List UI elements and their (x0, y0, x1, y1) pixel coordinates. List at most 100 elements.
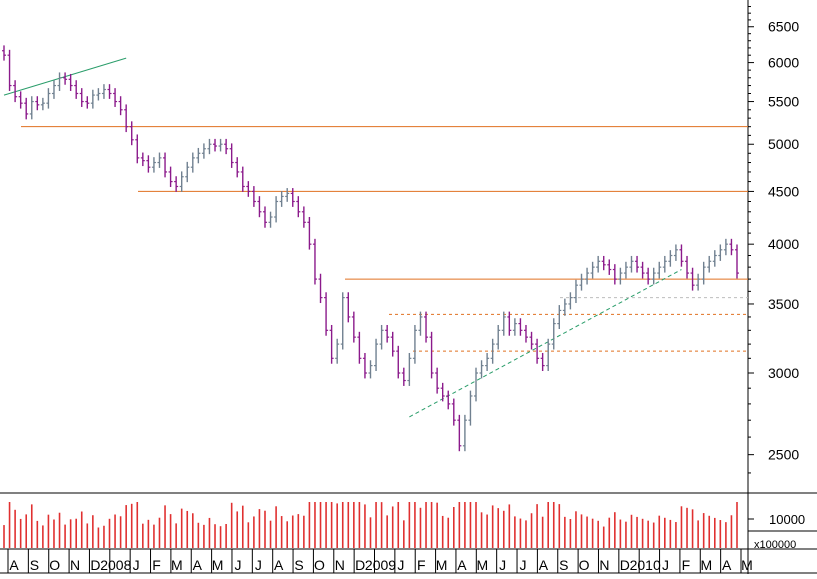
price-bar (196, 147, 201, 164)
month-label: J (662, 557, 669, 573)
price-bar (90, 89, 95, 109)
price-bar (512, 318, 517, 336)
price-bar (63, 72, 68, 85)
price-bar (201, 143, 206, 159)
price-bar (568, 292, 573, 310)
price-bar (29, 96, 34, 120)
price-bar (157, 152, 162, 168)
price-bar (257, 196, 262, 218)
price-bar (318, 273, 323, 304)
price-bar (496, 324, 501, 350)
price-bar (290, 188, 295, 207)
price-bar (396, 345, 401, 379)
price-bar (390, 331, 395, 357)
month-label: A (457, 557, 467, 573)
guide-lines (3, 57, 748, 418)
price-bar (213, 138, 218, 152)
price-bar (79, 88, 84, 107)
price-bar (274, 196, 279, 223)
price-bar (151, 157, 156, 173)
price-bar (701, 261, 706, 285)
month-label: N (70, 557, 80, 573)
month-label: 2008 (100, 557, 131, 573)
price-bar (51, 80, 56, 99)
price-bar (124, 104, 129, 133)
price-bar (268, 211, 273, 228)
price-bar (368, 360, 373, 379)
price-bar (723, 238, 728, 256)
y-tick-label: 3000 (768, 365, 799, 381)
month-label: 2010 (630, 557, 661, 573)
price-bar (435, 367, 440, 394)
price-bar (446, 390, 451, 410)
price-bar (479, 360, 484, 379)
month-label: D (90, 557, 100, 573)
month-label: O (579, 557, 590, 573)
price-bar (68, 73, 73, 91)
price-bar (301, 206, 306, 228)
trendline (409, 269, 682, 418)
price-bar (707, 255, 712, 273)
price-bar (690, 267, 695, 291)
price-bar (107, 84, 112, 99)
price-bar (462, 414, 467, 452)
price-bar (729, 238, 734, 256)
price-bar (174, 176, 179, 192)
month-label: M (212, 557, 224, 573)
month-label: J (397, 557, 404, 573)
month-label: F (682, 557, 691, 573)
price-bar (685, 255, 690, 279)
price-bar (673, 244, 678, 261)
price-bar (57, 72, 62, 91)
price-bar (224, 138, 229, 155)
price-bar (146, 155, 151, 173)
y-tick-label: 5000 (768, 136, 799, 152)
price-bar (229, 143, 234, 168)
price-bar (246, 181, 251, 197)
price-bar (657, 261, 662, 279)
price-bar (135, 134, 140, 164)
month-label: S (559, 557, 568, 573)
volume-tick-label: 10000 (769, 512, 805, 527)
price-bar (412, 324, 417, 364)
price-bar (573, 279, 578, 304)
month-label: D (355, 557, 365, 573)
price-bar (679, 244, 684, 267)
month-label: M (476, 557, 488, 573)
price-bar (218, 138, 223, 152)
price-bar (668, 250, 673, 267)
price-bar (490, 338, 495, 364)
price-bar (190, 152, 195, 173)
price-bar (362, 352, 367, 379)
price-bar (7, 49, 12, 91)
month-label: A (722, 557, 732, 573)
price-bar (718, 244, 723, 261)
price-bar (74, 80, 79, 99)
month-label: J (499, 557, 506, 573)
price-bar (312, 238, 317, 285)
month-label: M (741, 557, 753, 573)
price-bars (2, 45, 739, 452)
price-bar (140, 152, 145, 167)
price-bar (85, 96, 90, 109)
month-label: N (335, 557, 345, 573)
price-bar (579, 273, 584, 291)
price-bar (374, 338, 379, 372)
price-bar (24, 97, 29, 120)
month-label: J (133, 557, 140, 573)
price-bar (13, 80, 18, 103)
price-bar (457, 414, 462, 452)
price-bar (640, 261, 645, 279)
month-label: J (255, 557, 262, 573)
price-bar (440, 382, 445, 402)
price-bar (612, 264, 617, 285)
price-bar (235, 157, 240, 178)
month-label: J (520, 557, 527, 573)
price-bar (618, 267, 623, 285)
price-bar (279, 191, 284, 207)
price-bar (712, 250, 717, 267)
price-bar (118, 96, 123, 116)
price-bar (424, 311, 429, 343)
